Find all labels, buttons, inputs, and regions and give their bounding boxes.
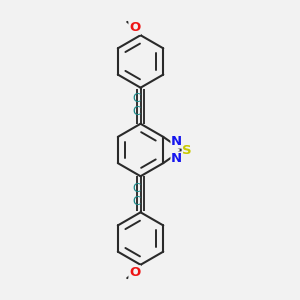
Text: C: C <box>132 92 140 106</box>
Text: C: C <box>132 194 140 208</box>
Text: N: N <box>171 152 182 165</box>
Text: C: C <box>132 182 140 195</box>
Text: N: N <box>171 135 182 148</box>
Text: C: C <box>132 105 140 118</box>
Text: S: S <box>182 143 192 157</box>
Text: O: O <box>129 21 140 34</box>
Text: O: O <box>129 266 140 279</box>
